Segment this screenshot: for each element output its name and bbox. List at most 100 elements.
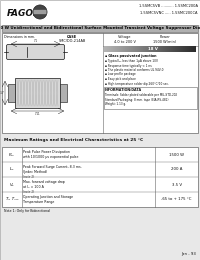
Text: Iₚₖ: Iₚₖ	[10, 167, 14, 172]
Bar	[121, 46, 122, 52]
Text: Tⱼ, Tₛₜₛ: Tⱼ, Tₛₜₛ	[6, 198, 18, 202]
Bar	[159, 46, 160, 52]
Bar	[169, 46, 170, 52]
Bar	[158, 46, 159, 52]
Text: Temperature Range: Temperature Range	[23, 200, 54, 204]
Bar	[120, 46, 121, 52]
Text: 1.5SMC5VNC ..... 1.5SMC200CA: 1.5SMC5VNC ..... 1.5SMC200CA	[140, 11, 198, 15]
Text: Operating Junction and Storage: Operating Junction and Storage	[23, 195, 73, 199]
Bar	[195, 46, 196, 52]
Bar	[140, 46, 141, 52]
Bar	[137, 46, 138, 52]
Bar	[145, 46, 146, 52]
Bar	[182, 46, 183, 52]
Bar	[122, 46, 123, 52]
Text: Note 1: Only for Bidirectional: Note 1: Only for Bidirectional	[4, 209, 50, 213]
Bar	[151, 46, 152, 52]
Bar	[132, 46, 133, 52]
Text: INFORMATION/DATA: INFORMATION/DATA	[105, 88, 142, 92]
Bar	[105, 46, 106, 52]
Text: with 10/1000 μs exponential pulse: with 10/1000 μs exponential pulse	[23, 155, 78, 159]
Text: ▪ The plastic material conforms UL 94V-0: ▪ The plastic material conforms UL 94V-0	[105, 68, 164, 72]
Bar	[170, 46, 171, 52]
Bar	[184, 46, 185, 52]
Bar	[164, 46, 165, 52]
Bar	[190, 46, 191, 52]
Bar	[150, 46, 151, 52]
Text: (note 1): (note 1)	[23, 190, 34, 194]
Bar	[124, 46, 125, 52]
Bar	[172, 46, 173, 52]
Bar	[112, 46, 113, 52]
Bar	[157, 46, 158, 52]
Text: Power
1500 W(min): Power 1500 W(min)	[153, 35, 177, 44]
Bar	[168, 46, 169, 52]
Bar	[163, 46, 164, 52]
Bar	[181, 46, 182, 52]
Bar	[194, 46, 195, 52]
Bar	[0, 0, 200, 25]
Bar	[136, 46, 137, 52]
Bar	[167, 46, 168, 52]
Bar	[189, 46, 190, 52]
Bar	[108, 46, 109, 52]
Bar	[176, 46, 177, 52]
Bar	[191, 46, 192, 52]
Text: Jan - 93: Jan - 93	[181, 252, 196, 256]
Bar	[186, 46, 187, 52]
Text: Voltage
4.0 to 200 V: Voltage 4.0 to 200 V	[114, 35, 136, 44]
Text: ▪ Response time typically < 1 ns: ▪ Response time typically < 1 ns	[105, 63, 152, 68]
Text: ▪ Low profile package: ▪ Low profile package	[105, 73, 136, 76]
Bar	[119, 46, 120, 52]
Text: 7.1: 7.1	[34, 39, 38, 43]
Text: 4.57: 4.57	[0, 91, 4, 95]
Bar	[60, 84, 67, 102]
Text: 7.11: 7.11	[35, 112, 40, 116]
Bar	[104, 46, 105, 52]
Text: 1500 W Unidirectional and Bidirectional Surface Mounted Transient Voltage Suppre: 1500 W Unidirectional and Bidirectional …	[0, 27, 200, 30]
Bar	[135, 46, 136, 52]
Bar	[104, 87, 197, 109]
Bar	[178, 46, 179, 52]
Bar	[187, 46, 188, 52]
Bar	[193, 46, 194, 52]
Text: Peak Pulse Power Dissipation: Peak Pulse Power Dissipation	[23, 150, 70, 154]
Text: CASE: CASE	[67, 35, 77, 39]
Bar	[130, 46, 131, 52]
Bar	[147, 46, 148, 52]
Bar	[192, 46, 193, 52]
Bar	[114, 46, 115, 52]
Text: 200 A: 200 A	[171, 167, 182, 172]
FancyBboxPatch shape	[6, 44, 64, 60]
Bar	[161, 46, 162, 52]
Bar	[129, 46, 130, 52]
Bar	[139, 46, 140, 52]
Text: Max. forward voltage drop: Max. forward voltage drop	[23, 180, 65, 184]
Bar	[143, 46, 144, 52]
Bar	[152, 46, 153, 52]
Bar	[116, 46, 117, 52]
Bar	[141, 46, 142, 52]
Text: Peak Forward Surge Current, 8.3 ms.: Peak Forward Surge Current, 8.3 ms.	[23, 165, 82, 169]
Bar	[2, 147, 198, 207]
Bar	[125, 46, 126, 52]
Text: at Iₑ = 100 A: at Iₑ = 100 A	[23, 185, 44, 189]
Bar	[134, 46, 135, 52]
Text: ▪ Glass passivated junction: ▪ Glass passivated junction	[105, 54, 156, 58]
Bar	[188, 46, 189, 52]
Text: (note 1): (note 1)	[23, 175, 34, 179]
Text: ▪ Easy pick and place: ▪ Easy pick and place	[105, 77, 136, 81]
Bar	[113, 46, 114, 52]
Bar	[15, 78, 60, 108]
Bar	[155, 46, 156, 52]
Bar	[128, 46, 129, 52]
Text: 18 V: 18 V	[148, 47, 158, 51]
Text: -65 to + 175 °C: -65 to + 175 °C	[161, 198, 192, 202]
Text: FAGOR: FAGOR	[7, 9, 41, 17]
Text: 1500 W: 1500 W	[169, 153, 184, 157]
Bar	[115, 46, 116, 52]
Text: Pₚₖ: Pₚₖ	[9, 153, 15, 157]
Bar	[180, 46, 181, 52]
Bar	[162, 46, 163, 52]
Bar	[166, 46, 167, 52]
